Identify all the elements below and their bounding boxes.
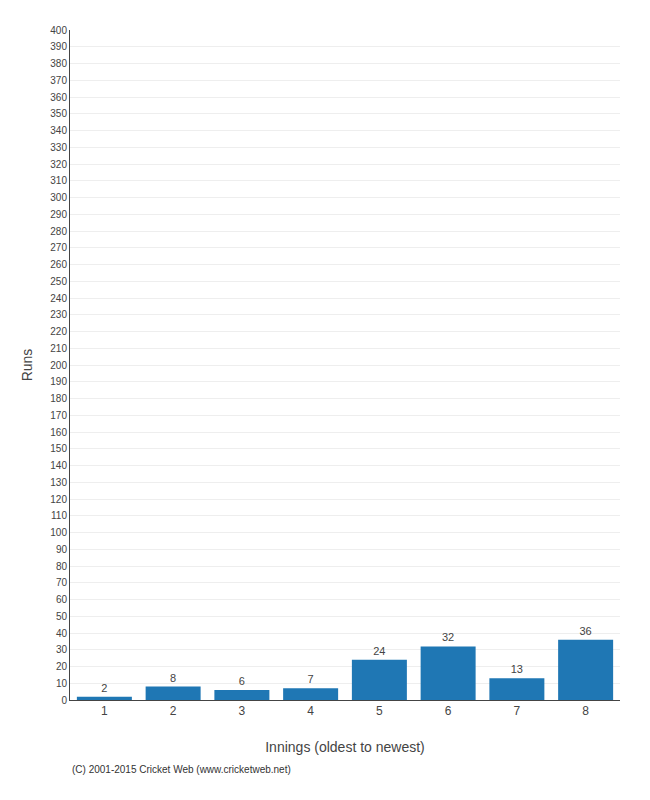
svg-text:380: 380 bbox=[50, 58, 67, 69]
svg-text:5: 5 bbox=[376, 704, 383, 718]
svg-text:100: 100 bbox=[50, 527, 67, 538]
svg-text:2: 2 bbox=[170, 704, 177, 718]
svg-text:(C) 2001-2015 Cricket Web (www: (C) 2001-2015 Cricket Web (www.cricketwe… bbox=[72, 764, 291, 775]
svg-text:260: 260 bbox=[50, 259, 67, 270]
svg-text:190: 190 bbox=[50, 376, 67, 387]
svg-text:280: 280 bbox=[50, 226, 67, 237]
svg-text:250: 250 bbox=[50, 276, 67, 287]
svg-text:390: 390 bbox=[50, 41, 67, 52]
svg-text:8: 8 bbox=[170, 672, 176, 684]
svg-text:13: 13 bbox=[511, 663, 523, 675]
svg-text:140: 140 bbox=[50, 460, 67, 471]
svg-text:50: 50 bbox=[56, 611, 68, 622]
svg-text:210: 210 bbox=[50, 343, 67, 354]
svg-text:24: 24 bbox=[373, 645, 385, 657]
svg-text:330: 330 bbox=[50, 142, 67, 153]
svg-text:310: 310 bbox=[50, 175, 67, 186]
svg-text:30: 30 bbox=[56, 644, 68, 655]
svg-text:4: 4 bbox=[307, 704, 314, 718]
svg-text:300: 300 bbox=[50, 192, 67, 203]
svg-text:320: 320 bbox=[50, 159, 67, 170]
svg-text:220: 220 bbox=[50, 326, 67, 337]
svg-text:6: 6 bbox=[239, 675, 245, 687]
svg-text:36: 36 bbox=[580, 625, 592, 637]
svg-text:340: 340 bbox=[50, 125, 67, 136]
svg-text:Runs: Runs bbox=[19, 349, 35, 382]
svg-text:160: 160 bbox=[50, 427, 67, 438]
svg-text:1: 1 bbox=[101, 704, 108, 718]
svg-text:230: 230 bbox=[50, 309, 67, 320]
svg-text:350: 350 bbox=[50, 108, 67, 119]
svg-text:Innings (oldest to newest): Innings (oldest to newest) bbox=[265, 739, 425, 755]
svg-text:20: 20 bbox=[56, 661, 68, 672]
svg-text:270: 270 bbox=[50, 242, 67, 253]
svg-text:32: 32 bbox=[442, 631, 454, 643]
svg-text:180: 180 bbox=[50, 393, 67, 404]
svg-text:8: 8 bbox=[582, 704, 589, 718]
svg-text:360: 360 bbox=[50, 92, 67, 103]
svg-text:110: 110 bbox=[51, 510, 67, 521]
svg-text:240: 240 bbox=[50, 293, 67, 304]
svg-text:200: 200 bbox=[50, 360, 67, 371]
svg-text:290: 290 bbox=[50, 209, 67, 220]
svg-text:370: 370 bbox=[50, 75, 67, 86]
svg-text:130: 130 bbox=[50, 477, 67, 488]
svg-text:150: 150 bbox=[50, 443, 67, 454]
svg-text:120: 120 bbox=[50, 494, 67, 505]
svg-text:10: 10 bbox=[56, 678, 68, 689]
svg-text:400: 400 bbox=[50, 25, 67, 36]
svg-text:7: 7 bbox=[514, 704, 521, 718]
svg-text:3: 3 bbox=[239, 704, 246, 718]
svg-text:80: 80 bbox=[56, 561, 68, 572]
svg-text:60: 60 bbox=[56, 594, 68, 605]
svg-text:0: 0 bbox=[61, 695, 67, 706]
svg-text:90: 90 bbox=[56, 544, 68, 555]
svg-text:170: 170 bbox=[50, 410, 67, 421]
svg-text:70: 70 bbox=[56, 577, 68, 588]
svg-text:2: 2 bbox=[101, 682, 107, 694]
svg-text:7: 7 bbox=[308, 673, 314, 685]
svg-text:6: 6 bbox=[445, 704, 452, 718]
svg-text:40: 40 bbox=[56, 628, 68, 639]
